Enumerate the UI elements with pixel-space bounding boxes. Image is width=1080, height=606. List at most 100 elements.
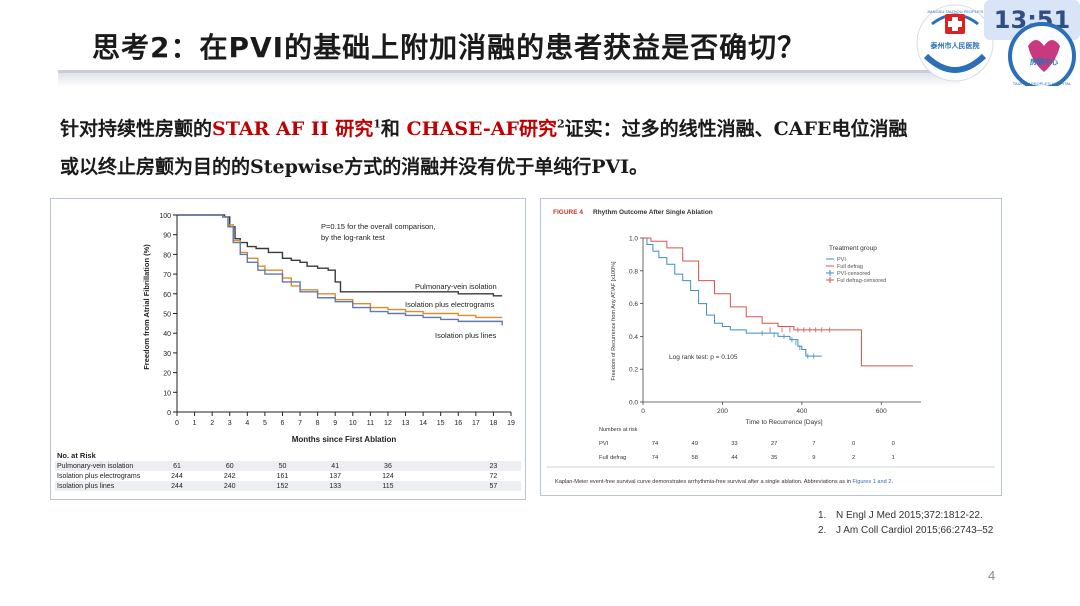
risk-value: 137 (329, 473, 341, 480)
title-underline (58, 70, 960, 73)
left-xtick-label: 2 (210, 420, 214, 427)
body-text-c: 证实：过多的线性消融、CAFE电位消融 (564, 118, 908, 140)
body-text-a: 针对持续性房颤的 (60, 118, 213, 140)
figure-caption: Kaplan-Meier event-free survival curve d… (555, 479, 893, 485)
ref-sup-1: 1 (373, 117, 381, 131)
left-xtick-label: 11 (367, 420, 374, 427)
risk-value: 60 (226, 463, 234, 470)
risk-value: 133 (329, 483, 341, 490)
legend-item-full-defrag-censored: Ful defrag-censored (837, 278, 886, 284)
left-series-label-pvi: Pulmonary-vein isolation (415, 282, 497, 291)
risk-value: 152 (277, 483, 289, 490)
right-ytick-label: 1.0 (629, 236, 638, 243)
risk-value: 161 (277, 473, 289, 480)
right-risk-label: PVI (599, 441, 609, 447)
right-risk-value: 33 (731, 441, 737, 447)
heart-center-badge: 房颤中心 TAIZHOU PEOPLE'S HOSPITAL (1008, 22, 1076, 86)
right-risk-label: Full defrag (599, 455, 626, 461)
title-underline-shadow (58, 73, 960, 87)
badge-dept-name: 房颤中心 (1030, 57, 1058, 66)
left-xtick-label: 7 (298, 420, 302, 427)
left-annotation-1: P=0.15 for the overall comparison, (321, 222, 435, 231)
right-ytick-label: 0.0 (629, 400, 638, 407)
right-ytick-label: 0.2 (629, 367, 638, 374)
risk-value: 72 (490, 473, 498, 480)
right-risk-value: 1 (892, 455, 895, 461)
right-risk-value: 0 (852, 441, 855, 447)
right-chart-panel: FIGURE 4 Rhythm Outcome After Single Abl… (540, 198, 1002, 496)
figure-title: Rhythm Outcome After Single Ablation (593, 209, 713, 216)
left-xtick-label: 0 (175, 420, 179, 427)
left-xtick-label: 5 (263, 420, 267, 427)
left-ytick-label: 90 (163, 233, 171, 240)
risk-row-label: Isolation plus electrograms (57, 473, 141, 480)
right-risk-value: 27 (771, 441, 777, 447)
left-xtick-label: 18 (490, 420, 498, 427)
left-series-line (177, 214, 503, 297)
body-line-1: 针对持续性房颤的STAR AF II 研究1和 CHASE-AF研究2证实：过多… (60, 114, 908, 141)
risk-value: 240 (224, 483, 236, 490)
left-ytick-label: 30 (163, 351, 171, 358)
left-ytick-label: 100 (159, 213, 171, 220)
right-km-chart: FIGURE 4 Rhythm Outcome After Single Abl… (547, 209, 995, 485)
left-ylabel: Freedom from Atrial Fibrillation (%) (142, 244, 151, 370)
left-ytick-label: 20 (163, 371, 171, 378)
left-ytick-label: 60 (163, 292, 171, 299)
legend-item-full-defrag: Full defrag (837, 264, 863, 270)
left-ytick-label: 0 (167, 410, 171, 417)
right-xtick-label: 200 (717, 408, 728, 415)
right-risk-value: 58 (691, 455, 697, 461)
left-ytick-label: 40 (163, 331, 171, 338)
right-ylabel: Freedom of Recurrence from Any AT/AF [x1… (611, 261, 617, 381)
right-xtick-label: 0 (641, 408, 645, 415)
left-ytick-label: 10 (163, 390, 171, 397)
risk-value: 41 (331, 463, 339, 470)
legend-item-pvi: PVI (837, 257, 846, 263)
right-risk-value: 44 (731, 455, 738, 461)
slide-title: 思考2：在PVI的基础上附加消融的患者获益是否确切？ (92, 31, 807, 64)
risk-value: 23 (490, 463, 498, 470)
left-xtick-label: 19 (507, 420, 515, 427)
left-annotation-2: by the log-rank test (321, 233, 386, 242)
risk-value: 61 (173, 463, 181, 470)
left-xtick-label: 12 (384, 420, 392, 427)
right-series-line (643, 237, 914, 367)
left-xtick-label: 3 (228, 420, 232, 427)
study-star-af-ii: STAR AF II 研究 (212, 118, 374, 140)
risk-value: 115 (382, 483, 393, 490)
left-xtick-label: 9 (333, 420, 337, 427)
risk-value: 244 (171, 483, 183, 490)
risk-value: 124 (382, 473, 394, 480)
legend: PVI Full defrag PVI-censored Ful defrag-… (826, 257, 886, 284)
right-risk-value: 9 (812, 455, 815, 461)
left-xtick-label: 8 (316, 420, 320, 427)
body-line-2: 或以终止房颤为目的的Stepwise方式的消融并没有优于单纯行PVI。 (60, 156, 649, 178)
right-ytick-label: 0.8 (629, 268, 638, 275)
ref-sup-2: 2 (557, 117, 565, 131)
reference-1: 1. N Engl J Med 2015;372:1812-22. (818, 510, 983, 521)
right-risk-value: 49 (691, 441, 697, 447)
logo-hospital-name: 泰州市人民医院 (930, 41, 980, 50)
right-ytick-label: 0.4 (629, 334, 638, 341)
risk-value: 57 (490, 483, 498, 490)
left-ytick-label: 80 (163, 252, 171, 259)
risk-row-label: Pulmonary-vein isolation (57, 463, 133, 470)
right-risk-value: 74 (652, 455, 659, 461)
reference-2: 2. J Am Coll Cardiol 2015;66:2743–52 (818, 525, 994, 536)
risk-row-label: Isolation plus lines (57, 483, 115, 490)
left-ytick-label: 50 (163, 312, 171, 319)
left-series-line (177, 214, 503, 326)
risk-value: 36 (384, 463, 392, 470)
left-xtick-label: 17 (472, 420, 480, 427)
body-text-b: 和 (380, 118, 407, 140)
page-number: 4 (988, 568, 996, 583)
hospital-logo: 泰州市人民医院 JIANGSU TAIZHOU PEOPLE'S (916, 4, 994, 82)
risk-value: 50 (279, 463, 287, 470)
right-risk-value: 35 (771, 455, 777, 461)
right-risk-value: 74 (652, 441, 659, 447)
left-xlabel: Months since First Ablation (292, 435, 397, 444)
risk-value: 242 (224, 473, 236, 480)
left-xtick-label: 13 (402, 420, 410, 427)
left-xtick-label: 4 (245, 420, 249, 427)
